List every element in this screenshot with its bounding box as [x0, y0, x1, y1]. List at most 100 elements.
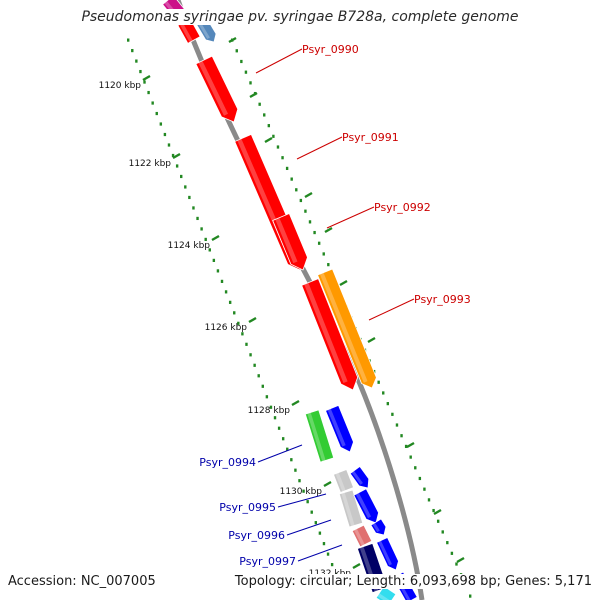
gene-label[interactable]: Psyr_0995: [219, 501, 276, 514]
outer-tick-mark: [339, 279, 348, 287]
inner-ruler-dot: [314, 521, 318, 525]
gene-psyr-0992: [301, 278, 359, 391]
tick-label: 1130 kbp: [280, 487, 323, 497]
gene-leader-line: [286, 519, 332, 536]
inner-ruler-dot: [163, 132, 167, 137]
outer-tick-mark: [433, 508, 442, 516]
outer-ruler-dot: [317, 241, 321, 245]
gene-label[interactable]: Psyr_0993: [414, 293, 471, 306]
tick-mark: [211, 234, 220, 242]
outer-ruler-dot: [441, 530, 444, 534]
gene-labels: Psyr_0990 Psyr_0991 Psyr_0992 Psyr_0993 Psyr…: [199, 43, 470, 568]
inner-ruler-dot: [151, 101, 154, 105]
gene-gray-a-shade: [335, 472, 346, 492]
gene-blue-a: [324, 404, 354, 453]
outer-ruler-dot: [400, 434, 403, 438]
gene-leader-line: [297, 544, 343, 562]
inner-ruler-dot: [326, 552, 330, 556]
tick-label: 1126 kbp: [205, 323, 248, 333]
inner-ruler-dot: [298, 479, 301, 483]
topology-text: Topology: circular; Length: 6,093,698 bp…: [234, 574, 592, 589]
inner-ruler-dot: [273, 416, 277, 420]
inner-ruler-dot: [286, 447, 289, 451]
gene-label[interactable]: Psyr_0992: [374, 201, 431, 214]
outer-ruler-dot: [382, 391, 385, 395]
outer-ruler-dot: [322, 252, 325, 256]
gene-label[interactable]: Psyr_0997: [239, 555, 296, 568]
gene-psyr-0994-shade: [307, 412, 326, 462]
outer-ruler-dot: [327, 263, 330, 267]
inner-ruler-dot: [294, 468, 297, 472]
inner-ruler-dot: [306, 500, 309, 504]
gene-top-steel-shade: [198, 22, 210, 40]
inner-ruler-dot: [212, 258, 216, 262]
inner-ruler-dot: [204, 237, 207, 242]
gene-psyr-0992-shade: [304, 282, 348, 384]
gene-label[interactable]: Psyr_0991: [342, 131, 399, 144]
inner-ruler-dot: [208, 248, 211, 252]
inner-ruler-dot: [175, 164, 179, 168]
inner-ruler-dot: [127, 38, 130, 42]
outer-ruler-dot: [404, 444, 408, 449]
ruler-ticks: 1120 kbp 1122 kbp 1124 kbp 1126 kbp 1128 kbp…: [99, 36, 465, 579]
outer-ruler-dot: [427, 498, 431, 502]
inner-ruler-dot: [216, 269, 220, 273]
tick-label: 1124 kbp: [168, 241, 211, 251]
inner-ruler-dot: [167, 143, 171, 147]
tick-mark: [172, 152, 181, 160]
outer-ruler-dot: [299, 198, 303, 203]
gene-psyr-0994: [304, 409, 335, 463]
inner-ruler-dot: [196, 216, 199, 221]
inner-ruler-dot: [159, 122, 163, 126]
inner-ruler-dot: [171, 153, 175, 158]
inner-ruler-dot: [249, 353, 252, 357]
inner-ruler-dot: [261, 384, 264, 388]
inner-ruler-dot: [139, 69, 142, 74]
inner-ruler-dot: [135, 59, 138, 63]
outer-ruler-dot: [240, 59, 243, 64]
inner-ruler-dot: [281, 437, 285, 441]
gene-leader-line: [296, 136, 343, 160]
gene-blue-b: [349, 465, 370, 489]
outer-tick-mark: [264, 136, 273, 144]
outer-tick-mark: [324, 226, 333, 234]
outer-tick-mark: [367, 336, 376, 344]
inner-ruler-dot: [241, 332, 244, 336]
outer-ruler-dot: [469, 594, 472, 598]
outer-ruler-dot: [414, 466, 417, 470]
inner-ruler-dot: [188, 195, 191, 200]
inner-ruler-dot: [330, 563, 334, 567]
gene-leader-line: [277, 493, 327, 508]
gene-label[interactable]: Psyr_0996: [228, 529, 285, 542]
outer-ruler-dot: [276, 145, 280, 149]
outer-ruler-dot: [263, 113, 266, 117]
outer-ruler-dot: [395, 423, 399, 427]
inner-ruler-dot: [155, 111, 158, 116]
gene-leader-line: [257, 444, 303, 463]
tick-label: 1128 kbp: [248, 406, 291, 416]
gene-psyr-0992-part-shade: [275, 217, 298, 264]
gene-leader-line: [255, 48, 303, 74]
outer-tick-mark: [456, 556, 465, 564]
tick-mark: [352, 562, 361, 570]
inner-ruler-dot: [200, 227, 203, 231]
inner-ruler-dot: [180, 174, 183, 179]
gene-psyr-0995: [338, 489, 364, 528]
outer-tick-mark: [249, 91, 258, 99]
outer-ruler-dot: [258, 102, 261, 106]
gene-label[interactable]: Psyr_0994: [199, 456, 256, 469]
gene-label[interactable]: Psyr_0990: [302, 43, 359, 56]
gene-blue-c-shade: [355, 492, 372, 519]
outer-ruler-dot: [285, 166, 289, 171]
outer-ruler-dot: [432, 508, 435, 513]
outer-tick-mark: [304, 191, 313, 199]
inner-ruler-dot: [269, 405, 273, 409]
outer-ruler-dot: [409, 455, 412, 459]
gene-psyr-0996: [351, 524, 373, 548]
gene-blue-e: [376, 536, 399, 571]
gene-psyr-0990-shade: [198, 60, 229, 116]
outer-ruler-dot: [313, 230, 316, 235]
inner-ruler-dot: [265, 395, 269, 399]
gene-blue-e-shade: [378, 540, 392, 566]
outer-ruler-dot: [267, 124, 271, 128]
